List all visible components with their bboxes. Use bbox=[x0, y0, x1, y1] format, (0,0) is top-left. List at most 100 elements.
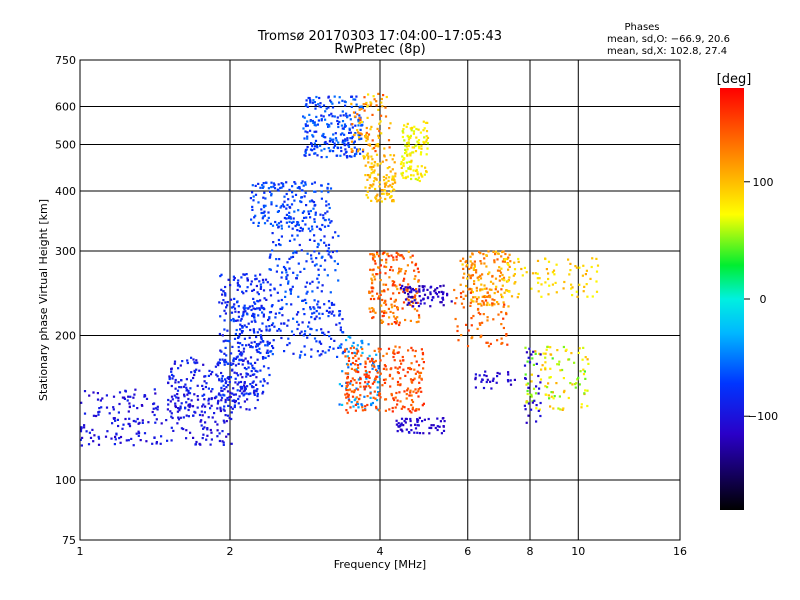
data-point bbox=[422, 297, 425, 300]
data-point bbox=[335, 139, 338, 142]
data-point bbox=[406, 148, 409, 151]
data-point bbox=[338, 96, 341, 99]
data-point bbox=[249, 283, 253, 286]
data-point bbox=[526, 401, 529, 404]
data-point bbox=[257, 350, 260, 354]
data-point bbox=[472, 268, 475, 271]
data-point bbox=[349, 406, 352, 409]
data-point bbox=[382, 314, 385, 317]
data-point bbox=[415, 391, 418, 394]
data-point bbox=[436, 287, 439, 290]
data-point bbox=[377, 297, 380, 300]
data-point bbox=[467, 329, 470, 332]
data-point bbox=[508, 265, 511, 268]
data-point bbox=[548, 376, 551, 379]
data-point bbox=[220, 273, 223, 276]
data-point bbox=[268, 317, 271, 320]
data-point bbox=[404, 148, 407, 151]
data-point bbox=[495, 285, 498, 288]
data-point bbox=[400, 160, 403, 164]
data-point bbox=[363, 388, 366, 391]
data-point bbox=[328, 250, 331, 253]
data-point bbox=[229, 406, 233, 409]
data-point bbox=[391, 410, 394, 413]
data-point bbox=[365, 373, 368, 376]
data-point bbox=[421, 175, 424, 178]
data-point bbox=[205, 438, 208, 441]
data-point bbox=[551, 357, 554, 360]
data-point bbox=[385, 261, 388, 264]
data-point bbox=[170, 439, 173, 442]
data-point bbox=[480, 380, 483, 383]
data-point bbox=[380, 304, 383, 307]
data-point bbox=[591, 295, 594, 298]
data-point bbox=[352, 141, 355, 144]
data-point bbox=[482, 303, 486, 306]
data-point bbox=[252, 307, 255, 310]
data-point bbox=[400, 422, 403, 425]
data-point bbox=[491, 302, 494, 305]
data-point bbox=[257, 314, 260, 317]
data-point bbox=[385, 311, 388, 314]
data-point bbox=[271, 249, 274, 252]
data-point bbox=[539, 378, 543, 381]
data-point bbox=[386, 288, 390, 291]
data-point bbox=[354, 397, 357, 400]
data-point bbox=[376, 163, 379, 166]
data-point bbox=[260, 211, 263, 215]
data-point bbox=[237, 346, 240, 349]
data-point bbox=[314, 107, 317, 110]
data-point bbox=[358, 118, 361, 121]
data-point bbox=[414, 427, 418, 430]
data-point bbox=[191, 405, 195, 408]
data-point bbox=[277, 183, 280, 186]
data-point bbox=[398, 270, 401, 273]
data-point bbox=[362, 103, 365, 106]
x-tick-label: 4 bbox=[377, 545, 384, 558]
data-point bbox=[508, 290, 511, 293]
data-point bbox=[233, 405, 236, 409]
data-point bbox=[364, 405, 367, 408]
data-point bbox=[310, 257, 313, 260]
data-point bbox=[302, 184, 305, 187]
data-point bbox=[563, 389, 566, 392]
data-point bbox=[355, 368, 358, 371]
data-point bbox=[422, 361, 425, 364]
data-point bbox=[315, 130, 318, 133]
data-point bbox=[372, 253, 376, 256]
data-point bbox=[317, 273, 320, 277]
data-point bbox=[270, 203, 273, 206]
data-point bbox=[260, 329, 263, 333]
data-point bbox=[525, 271, 528, 274]
data-point bbox=[216, 402, 219, 405]
data-point bbox=[394, 299, 397, 302]
data-point bbox=[262, 182, 265, 185]
data-point bbox=[406, 134, 409, 137]
data-point bbox=[338, 403, 341, 406]
data-point bbox=[371, 282, 374, 285]
data-point bbox=[224, 301, 227, 304]
data-point bbox=[239, 323, 242, 326]
data-point bbox=[132, 404, 135, 407]
data-point bbox=[136, 407, 139, 410]
data-point bbox=[262, 289, 266, 292]
data-point bbox=[575, 290, 578, 293]
data-point bbox=[128, 425, 132, 428]
data-point bbox=[95, 414, 98, 418]
data-point bbox=[414, 294, 417, 297]
data-point bbox=[391, 269, 394, 272]
data-point bbox=[341, 139, 345, 142]
data-point bbox=[195, 368, 198, 371]
data-point bbox=[227, 404, 230, 407]
data-point bbox=[391, 377, 394, 380]
data-point bbox=[238, 285, 241, 288]
data-point bbox=[198, 413, 202, 417]
data-point bbox=[584, 389, 587, 392]
data-point bbox=[481, 288, 484, 291]
data-point bbox=[92, 414, 95, 417]
data-point bbox=[356, 388, 360, 391]
data-point bbox=[369, 392, 372, 395]
data-point bbox=[403, 291, 406, 294]
data-point bbox=[549, 353, 552, 356]
data-point bbox=[469, 260, 472, 263]
